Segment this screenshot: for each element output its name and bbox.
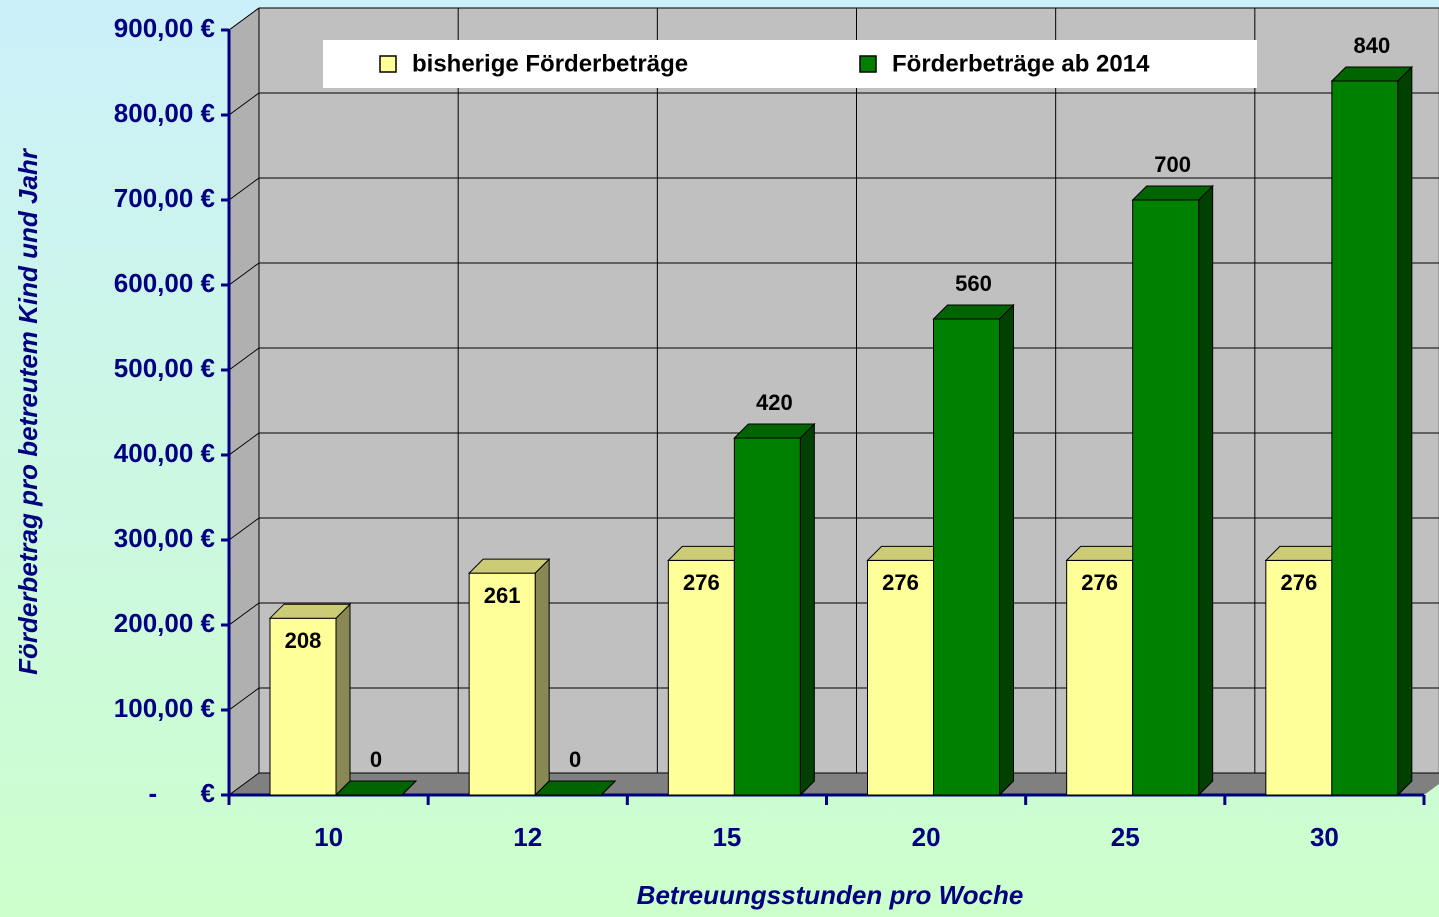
y-tick-label: 200,00 € xyxy=(114,608,215,638)
bar-top xyxy=(268,603,352,619)
bar xyxy=(468,572,536,796)
bar xyxy=(733,437,801,796)
grid-line xyxy=(228,687,260,711)
x-tick-label: 25 xyxy=(1111,822,1140,852)
grid-line xyxy=(228,602,260,626)
bar xyxy=(1265,559,1333,796)
grid-line xyxy=(228,177,260,201)
side-wall xyxy=(228,7,260,796)
y-tick-label: 400,00 € xyxy=(114,438,215,468)
grid-line xyxy=(228,347,260,371)
bar-top xyxy=(932,304,1015,320)
bar xyxy=(867,559,934,796)
data-label: 276 xyxy=(1280,570,1317,595)
grid-line xyxy=(228,432,260,456)
grid-line xyxy=(228,772,260,796)
y-tick-label: 800,00 € xyxy=(114,98,215,128)
bar-top xyxy=(1131,185,1214,201)
bar xyxy=(1331,80,1399,796)
y-axis-title: Förderbetrag pro betreutem Kind und Jahr xyxy=(13,147,43,675)
data-label: 0 xyxy=(569,747,581,772)
bar-side xyxy=(1397,65,1413,797)
bar-top xyxy=(533,780,617,796)
x-tick-label: 15 xyxy=(712,822,741,852)
bar xyxy=(269,617,337,796)
back-wall xyxy=(258,7,1439,774)
y-tick-label: 500,00 € xyxy=(114,353,215,383)
grid-line xyxy=(228,517,260,541)
legend-label: bisherige Förderbeträge xyxy=(412,50,688,77)
y-tick-label: 100,00 € xyxy=(114,693,215,723)
data-label: 560 xyxy=(955,271,992,296)
bar xyxy=(667,559,735,796)
y-tick-label: 300,00 € xyxy=(114,523,215,553)
legend-swatch xyxy=(379,55,397,73)
legend-box xyxy=(323,40,1257,88)
x-tick-label: 20 xyxy=(912,822,941,852)
data-label: 700 xyxy=(1154,152,1191,177)
bar xyxy=(1066,559,1134,796)
data-label: 420 xyxy=(756,390,793,415)
x-tick-label: 12 xyxy=(513,822,542,852)
legend-label: Förderbeträge ab 2014 xyxy=(892,50,1150,77)
bar-side xyxy=(799,422,815,797)
data-label: 276 xyxy=(882,570,919,595)
x-tick-label: 30 xyxy=(1310,822,1339,852)
grid-line xyxy=(228,92,260,116)
grid-line xyxy=(228,262,260,286)
bar-side xyxy=(1198,184,1214,797)
y-tick-label: 600,00 € xyxy=(114,268,215,298)
legend-swatch xyxy=(859,55,877,73)
data-label: 261 xyxy=(484,583,521,608)
y-tick-label: 900,00 € xyxy=(114,13,215,43)
bar-side xyxy=(999,303,1014,797)
bar-side xyxy=(534,557,550,797)
data-label: 840 xyxy=(1353,33,1390,58)
bar-top xyxy=(334,780,418,796)
x-axis-title: Betreuungsstunden pro Woche xyxy=(637,880,1024,910)
data-label: 208 xyxy=(285,628,322,653)
y-tick-label: 700,00 € xyxy=(114,183,215,213)
bar-top xyxy=(1330,66,1414,82)
data-label: 276 xyxy=(683,570,720,595)
data-label: 276 xyxy=(1081,570,1118,595)
y-tick-label: - € xyxy=(149,778,215,808)
bar-top xyxy=(733,423,816,439)
bar-top xyxy=(467,558,551,574)
data-label: 0 xyxy=(370,747,382,772)
bar xyxy=(933,318,1000,796)
bar-side xyxy=(335,602,351,797)
bar xyxy=(1132,199,1200,796)
x-tick-label: 10 xyxy=(314,822,343,852)
grid-line xyxy=(228,7,260,31)
